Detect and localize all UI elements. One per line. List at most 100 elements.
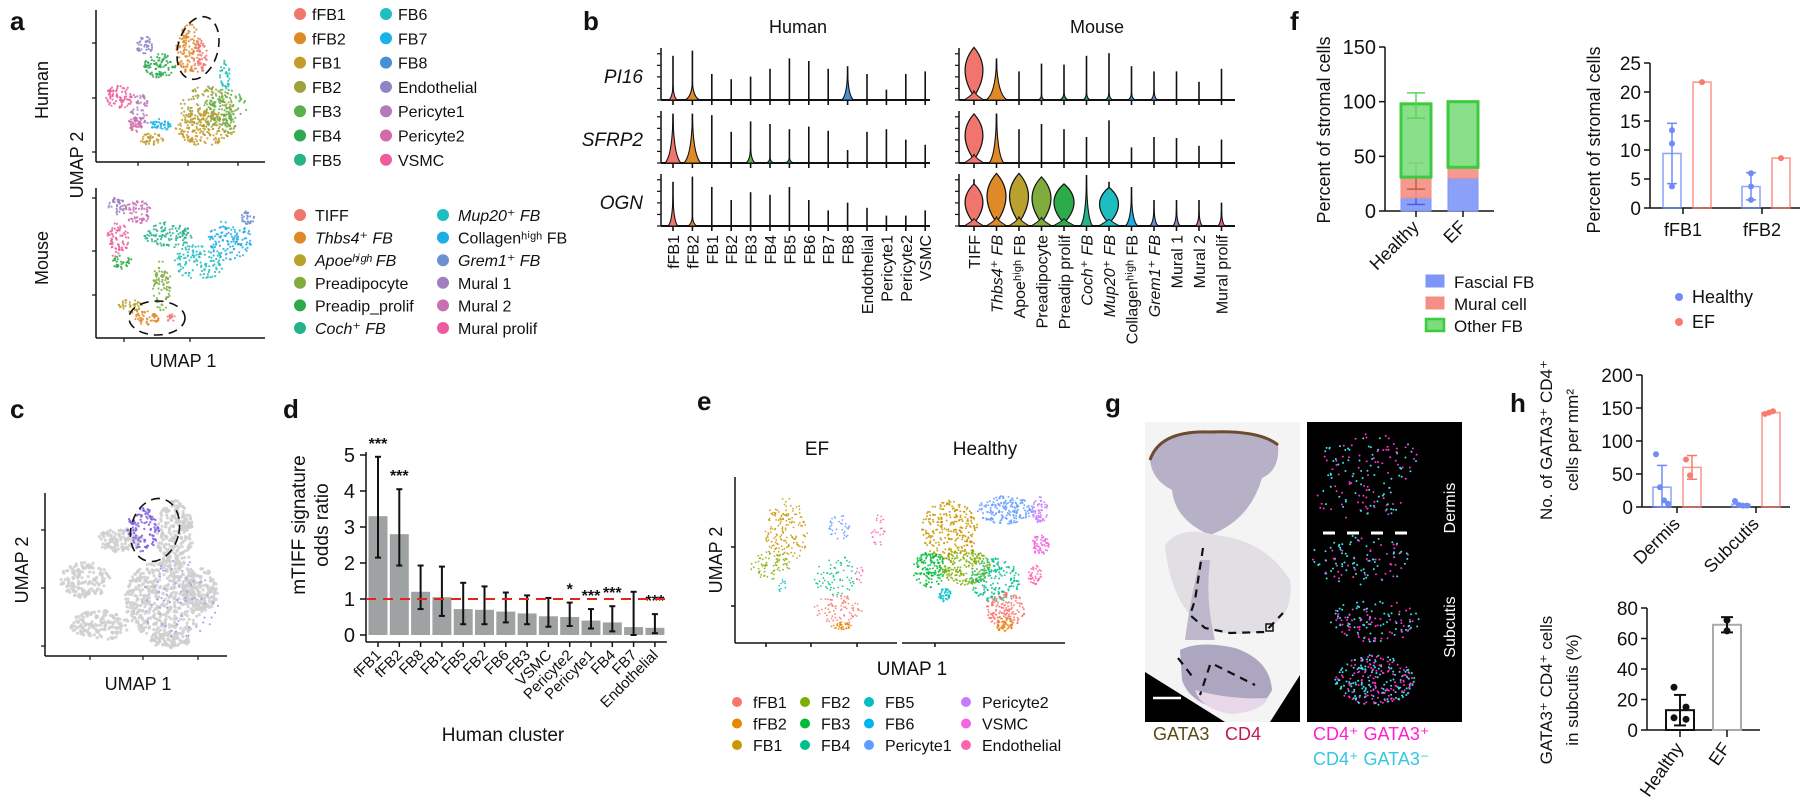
category-label: Grem1⁺ FB [1147,235,1164,318]
umap-point [179,50,182,54]
umap-point [221,239,224,242]
umap-point [133,303,137,306]
umap-point [180,255,183,258]
violin-body [962,90,986,101]
umap-point [235,236,239,239]
umap-point [939,505,942,508]
umap-point [200,42,203,45]
umap-point [171,232,174,235]
umap-point [221,104,224,107]
umap-point [166,277,170,281]
umap-point [215,233,218,236]
umap-point [181,239,185,242]
umap-point [208,623,211,626]
umap-point [137,308,140,311]
legend-label: Pericyte1 [398,104,465,121]
umap-point [205,125,208,128]
legend-label: FB6 [398,7,427,24]
umap-point [179,122,182,125]
umap-point [232,120,235,123]
umap-point [191,140,194,143]
umap-point [185,567,190,571]
umap-point [927,510,930,513]
umap-point [135,546,138,550]
umap-point [238,229,241,232]
umap-point [111,95,114,98]
umap-point [145,544,149,548]
umap-point [97,566,101,570]
umap-point [99,635,104,639]
tick-label: 4 [344,481,355,503]
umap-point [936,567,939,570]
umap-point [873,529,876,531]
umap-point [187,115,190,118]
umap-point [124,236,128,239]
umap-point [192,608,196,612]
umap-point [126,231,129,234]
umap-point [211,102,214,105]
umap-point [776,568,779,571]
umap-point [92,610,97,614]
category-label: Mural 1 [1170,235,1187,288]
umap-point [156,273,159,276]
umap-point [915,561,918,564]
umap-point [766,564,768,567]
umap-point [137,583,141,587]
umap-point [936,559,939,561]
umap-point [232,226,235,229]
umap-point [152,612,156,616]
umap-point [169,234,172,237]
umap-point [185,624,189,628]
umap-point [177,546,181,550]
umap-point [824,607,827,609]
umap-point [839,617,842,620]
category-label: Thbs4⁺ FB [990,235,1007,313]
umap-point [145,46,149,49]
umap-point [973,527,976,530]
umap-point [764,564,767,567]
umap-point [945,503,948,506]
umap-point [113,265,116,268]
umap-point [792,507,794,510]
umap-point [798,545,801,548]
umap-point [932,532,935,535]
umap-point [209,133,212,136]
umap-point [976,556,979,559]
umap-point [167,558,171,563]
umap-point [840,597,843,600]
umap-point [142,112,145,115]
legend-swatch [380,153,392,166]
umap-point [137,317,140,320]
umap-point [985,557,988,560]
umap-point [850,617,852,620]
umap-point [216,254,219,257]
umap-point [948,502,951,505]
umap-point [162,282,165,285]
umap-point [195,253,198,256]
umap-point [136,522,140,525]
umap-point [230,89,233,92]
umap-point [135,204,138,207]
umap-point [179,268,182,271]
umap-point [148,580,152,584]
umap-point [800,516,803,518]
umap-point [159,535,163,539]
umap-point [96,623,100,628]
umap-point [830,625,833,628]
umap-point [155,531,159,536]
category-label: Apoeʰⁱᵍʰ FB [1012,235,1029,318]
umap-point [75,631,80,635]
category-label: FB7 [821,235,838,264]
umap-point [148,38,151,41]
umap-point [946,576,949,579]
umap-point [959,568,961,571]
umap-point [136,610,140,614]
umap-point [971,572,974,575]
umap-point [781,526,784,528]
umap-point [111,98,114,101]
umap-point [186,638,190,642]
umap-point [186,522,190,526]
umap-point [980,562,983,565]
umap-point [164,614,168,618]
umap-point [198,590,202,595]
